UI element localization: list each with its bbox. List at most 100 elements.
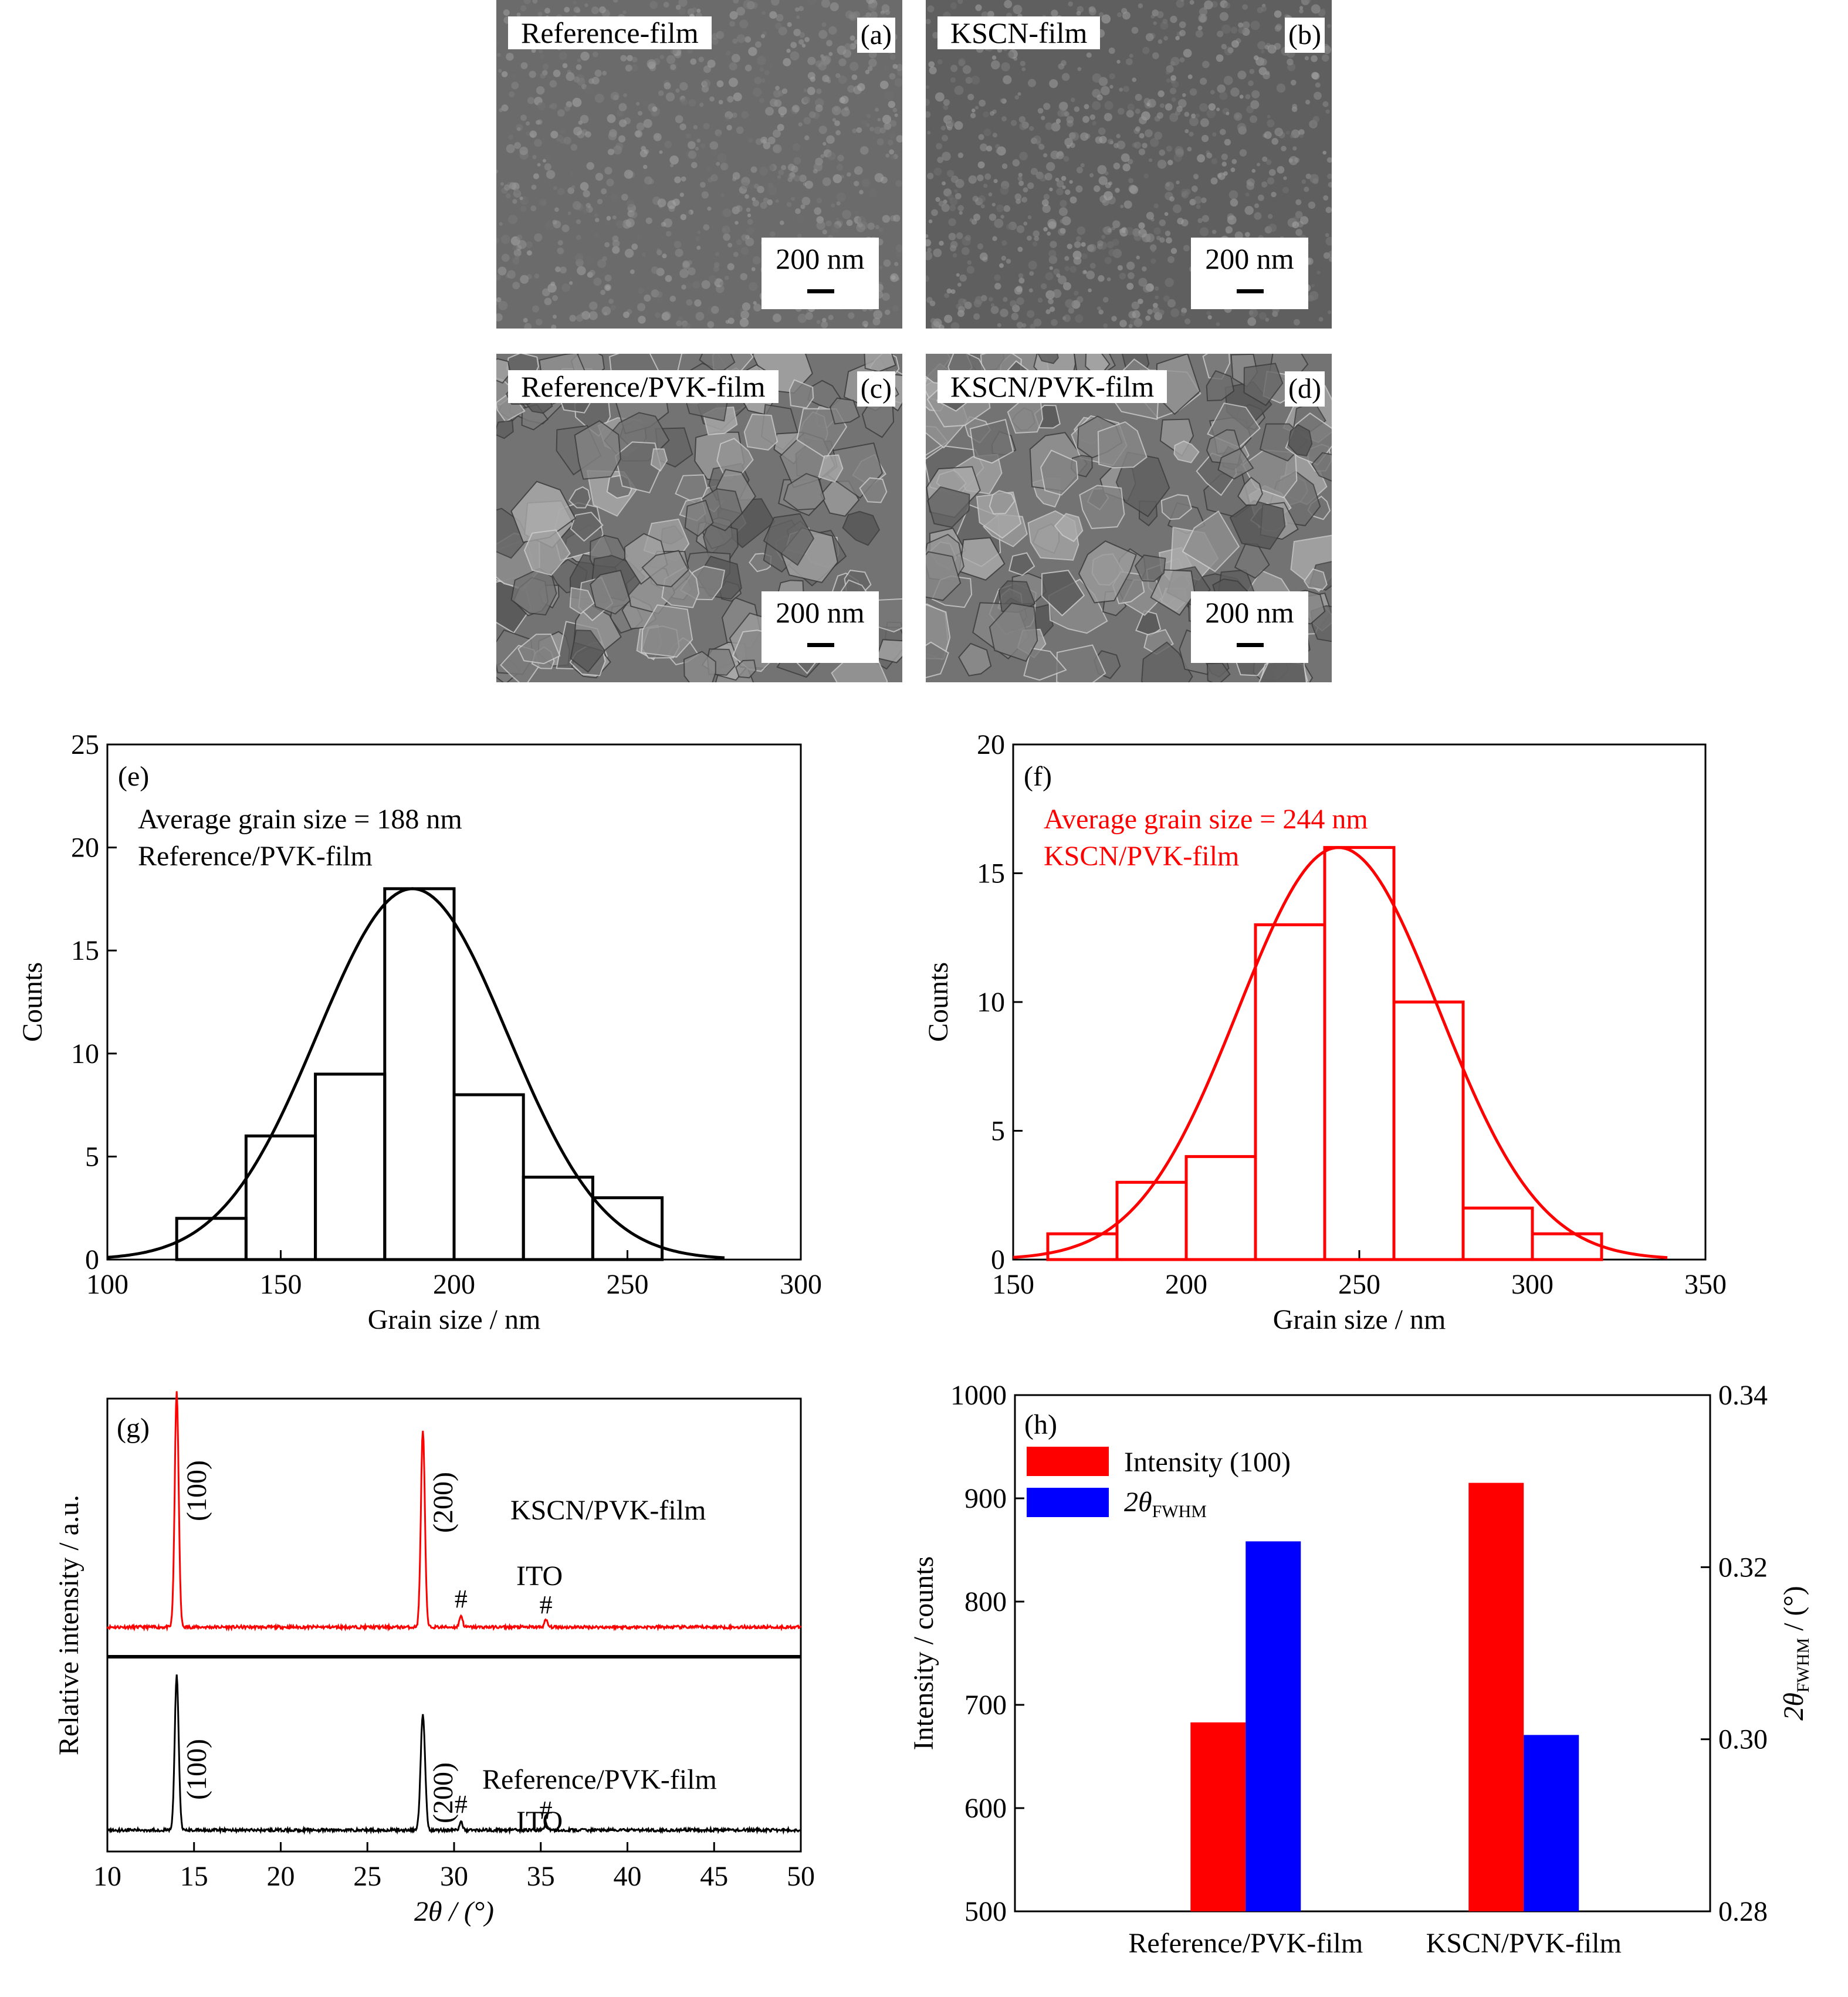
right-y-tick-label: 0.30 xyxy=(1718,1724,1768,1755)
scale-bar-c: 200 nm xyxy=(761,591,879,663)
panel-letter-c: (c) xyxy=(857,371,895,407)
ito-label: ITO xyxy=(516,1561,563,1592)
y-axis-label: Counts xyxy=(924,962,954,1042)
sem-label-c: Reference/PVK-film xyxy=(508,370,779,403)
gaussian-fit-curve xyxy=(107,887,725,1260)
sem-panel-b: KSCN-film (b) 200 nm xyxy=(926,0,1332,329)
histogram-bar xyxy=(244,1134,317,1261)
left-y-tick-label: 700 xyxy=(964,1690,1007,1721)
hash-label: # xyxy=(540,1590,553,1619)
y-axis-label: Relative intensity / a.u. xyxy=(53,1495,84,1755)
y-tick-label: 10 xyxy=(71,1038,99,1069)
y-tick-label: 15 xyxy=(977,858,1005,889)
series-label: Reference/PVK-film xyxy=(482,1764,717,1795)
x-tick-label: 45 xyxy=(700,1861,728,1892)
histogram-bar xyxy=(383,887,456,1261)
annotation-sample: Reference/PVK-film xyxy=(138,841,373,872)
x-tick-label: 300 xyxy=(780,1269,822,1300)
legend-swatch-intensity xyxy=(1027,1447,1109,1476)
right-y-tick-label: 0.34 xyxy=(1718,1380,1768,1411)
x-tick-label: 30 xyxy=(440,1861,468,1892)
xrd-pattern-line xyxy=(106,1391,802,1632)
x-tick-label: 100 xyxy=(86,1269,128,1300)
legend-swatch-fwhm xyxy=(1027,1488,1109,1517)
plot-frame xyxy=(1014,1394,1711,1913)
y-tick-label: 20 xyxy=(71,832,99,864)
annotation-sample: KSCN/PVK-film xyxy=(1044,841,1239,872)
x-tick-label: 250 xyxy=(607,1269,649,1300)
annotation-average: Average grain size = 188 nm xyxy=(138,804,462,835)
histogram-bar xyxy=(1323,846,1396,1261)
peak-label: (100) xyxy=(181,1739,212,1800)
x-tick-label: 40 xyxy=(614,1861,642,1892)
x-tick-label: 300 xyxy=(1511,1269,1553,1300)
y-axis-label: Counts xyxy=(17,962,48,1042)
hash-label: # xyxy=(540,1796,553,1825)
bar-intensity xyxy=(1190,1722,1246,1911)
y-tick-label: 5 xyxy=(85,1141,99,1172)
panel-letter: (f) xyxy=(1024,761,1052,792)
sem-label-a: Reference-film xyxy=(508,16,712,49)
histogram-bar xyxy=(522,1176,594,1261)
histogram-bar xyxy=(452,1093,525,1261)
y-tick-label: 25 xyxy=(71,729,99,760)
histogram-bar xyxy=(1046,1232,1119,1261)
scale-bar-d: 200 nm xyxy=(1191,591,1308,663)
bar-chart-h: 500 600 700 800 900 1000 0.28 0.30 0.32 0.34 Inten… xyxy=(908,1380,1813,1959)
x-axis-label: 2θ / (°) xyxy=(414,1896,494,1927)
left-y-tick-label: 1000 xyxy=(950,1380,1007,1411)
x-tick-label: 15 xyxy=(180,1861,208,1892)
annotation-average: Average grain size = 244 nm xyxy=(1044,804,1368,835)
peak-label: (100) xyxy=(181,1460,212,1521)
left-y-axis-label: Intensity / counts xyxy=(908,1556,939,1751)
right-y-tick-label: 0.32 xyxy=(1718,1552,1768,1583)
sem-panel-d: KSCN/PVK-film (d) 200 nm xyxy=(926,354,1332,682)
histogram-bar xyxy=(175,1217,248,1261)
x-tick-label: 35 xyxy=(527,1861,555,1892)
x-tick-label: 10 xyxy=(93,1861,121,1892)
sem-image-a xyxy=(496,0,902,329)
left-y-tick-label: 800 xyxy=(964,1586,1007,1617)
histogram-chart-e: 100 150 200 250 300 0 5 10 15 20 25 Grain size / nm… xyxy=(17,729,822,1335)
histogram-bar xyxy=(1254,923,1326,1261)
scale-bar-a: 200 nm xyxy=(761,238,879,309)
left-y-tick-label: 600 xyxy=(964,1793,1007,1824)
legend-label-intensity: Intensity (100) xyxy=(1124,1447,1291,1478)
histogram-bar xyxy=(1392,1000,1465,1261)
right-y-tick-label: 0.28 xyxy=(1718,1896,1768,1927)
histogram-bar xyxy=(1115,1180,1188,1261)
xrd-chart-g: 10 15 20 25 30 35 40 45 50 2θ / (°) Relative inten… xyxy=(53,1391,815,1927)
panel-letter: (h) xyxy=(1024,1409,1057,1440)
peak-label: (200) xyxy=(428,1472,459,1533)
histogram-bar xyxy=(1184,1155,1257,1261)
scale-bar-b: 200 nm xyxy=(1191,238,1308,309)
y-tick-label: 20 xyxy=(977,729,1005,760)
y-tick-label: 10 xyxy=(977,987,1005,1018)
ito-label: ITO xyxy=(516,1806,563,1837)
bar-fwhm xyxy=(1245,1541,1301,1911)
histogram-bar xyxy=(314,1072,387,1261)
hash-label: # xyxy=(455,1585,468,1613)
x-tick-label: 50 xyxy=(787,1861,815,1892)
right-y-axis-label: 2θFWHM / (°) xyxy=(1778,1586,1813,1720)
bar-intensity xyxy=(1468,1482,1524,1911)
x-tick-label: 20 xyxy=(267,1861,295,1892)
x-tick-label: 200 xyxy=(1165,1269,1207,1300)
x-tick-label: 150 xyxy=(992,1269,1034,1300)
x-tick-label: 150 xyxy=(260,1269,302,1300)
sem-panel-a: Reference-film (a) 200 nm xyxy=(496,0,902,329)
panel-letter-b: (b) xyxy=(1285,18,1325,53)
peak-label: (200) xyxy=(428,1762,459,1823)
sem-label-d: KSCN/PVK-film xyxy=(937,370,1167,403)
sem-panel-c: Reference/PVK-film (c) 200 nm xyxy=(496,354,902,682)
panel-letter: (g) xyxy=(117,1413,150,1444)
histogram-chart-f: 150 200 250 300 350 0 5 10 15 20 Grain size / nm Co… xyxy=(924,729,1727,1335)
legend-label-fwhm: 2θFWHM xyxy=(1124,1487,1207,1521)
y-tick-label: 0 xyxy=(991,1244,1005,1275)
hash-label: # xyxy=(455,1790,468,1819)
left-y-tick-label: 500 xyxy=(964,1896,1007,1927)
x-tick-label: 25 xyxy=(353,1861,381,1892)
x-tick-label: 350 xyxy=(1684,1269,1727,1300)
x-axis-label: Grain size / nm xyxy=(1273,1304,1446,1335)
gaussian-fit-curve xyxy=(1013,846,1668,1260)
